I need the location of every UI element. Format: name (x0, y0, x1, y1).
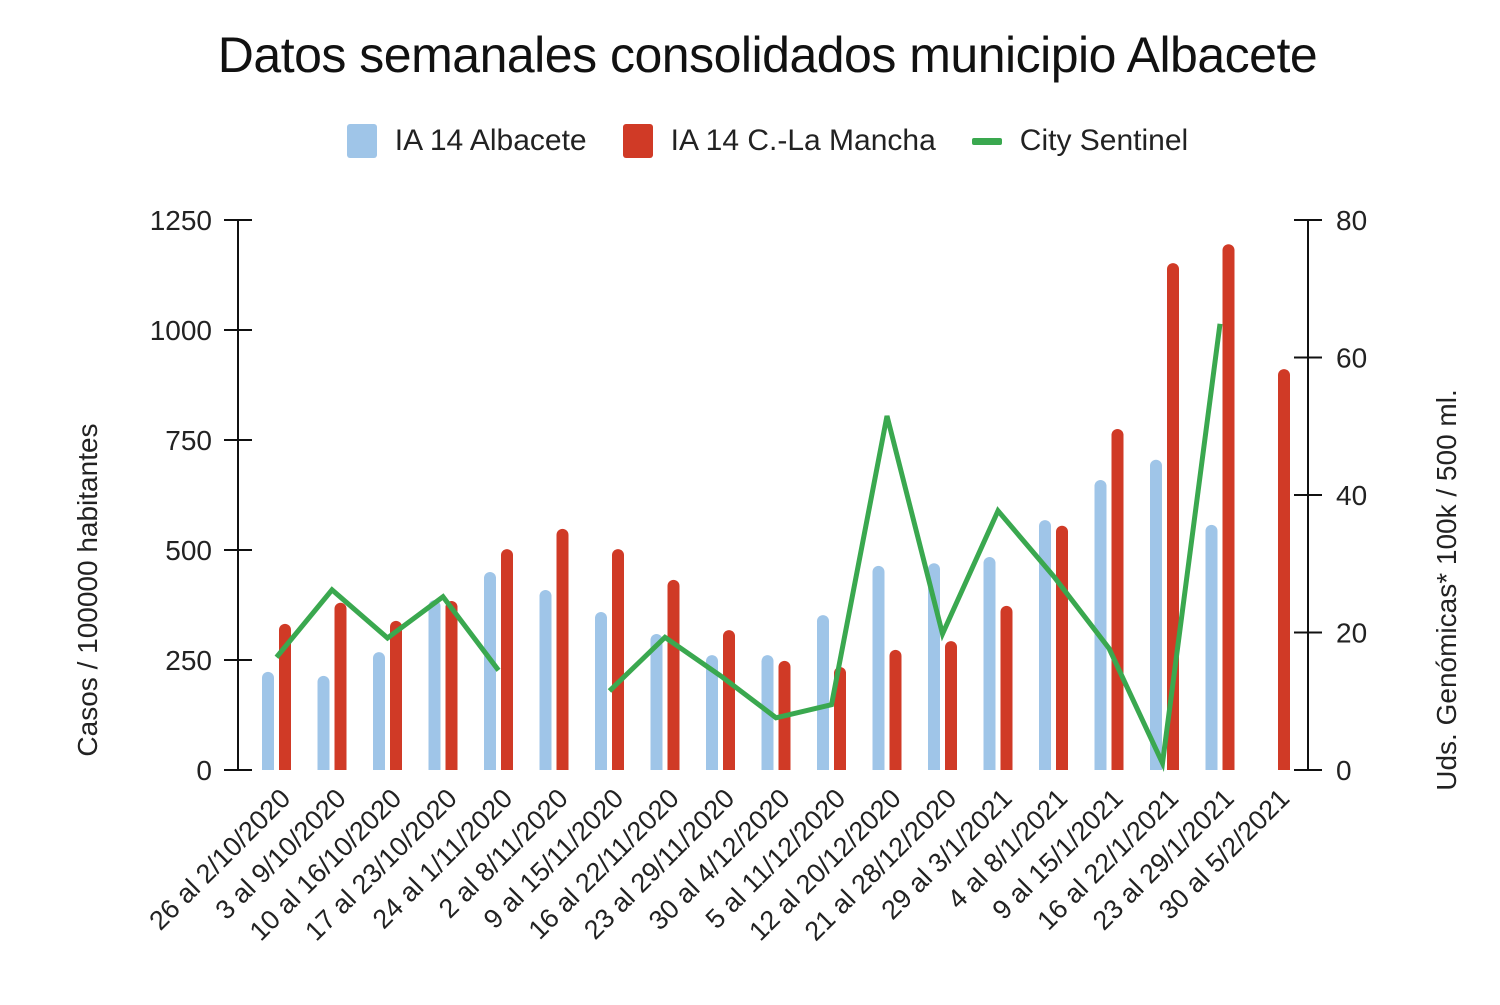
bar-base (723, 764, 735, 770)
bar-base (928, 764, 940, 770)
chart-title: Datos semanales consolidados municipio A… (217, 27, 1318, 83)
legend-swatch-green-line (971, 137, 1002, 145)
bar-base (595, 764, 607, 770)
bar-base (706, 764, 718, 770)
legend-item-ia14-clm[interactable]: IA 14 C.-La Mancha (622, 124, 936, 158)
bar-base (667, 764, 680, 770)
bar-ia14-albacete[interactable] (595, 612, 607, 770)
bar-ia14-albacete[interactable] (1039, 520, 1051, 770)
bar-base (1205, 764, 1218, 770)
y-axis-left-tick-label: 500 (165, 535, 212, 566)
legend-label: IA 14 C.-La Mancha (670, 124, 936, 157)
bar-base (1000, 764, 1013, 770)
bar-ia14-clm[interactable] (1278, 369, 1290, 770)
bar-base (778, 764, 791, 770)
bar-ia14-clm[interactable] (390, 620, 402, 770)
y-axis-left-tick-label: 1000 (150, 315, 212, 346)
bar-base (279, 764, 291, 770)
bar-ia14-clm[interactable] (723, 630, 735, 770)
bar-ia14-albacete[interactable] (872, 565, 885, 770)
bar-base (1150, 764, 1162, 770)
bar-ia14-albacete[interactable] (262, 671, 274, 770)
legend-item-city-sentinel[interactable]: City Sentinel (971, 124, 1189, 158)
bar-base (317, 764, 330, 770)
bar-base (889, 764, 902, 770)
bar-base (612, 764, 624, 770)
bar-base (484, 764, 496, 770)
y-axis-right-tick-label: 80 (1336, 205, 1367, 236)
y-axis-right-tick-label: 60 (1336, 343, 1367, 374)
y-axis-right-label: Uds. Genómicas* 100k / 500 ml. (1431, 389, 1462, 791)
line-city-sentinel[interactable] (607, 323, 1223, 772)
bar-base (872, 764, 885, 770)
bar-base (334, 764, 347, 770)
bar-base (945, 764, 957, 770)
line-city-sentinel[interactable] (274, 586, 501, 672)
bar-ia14-albacete[interactable] (373, 652, 385, 770)
bar-base (539, 764, 552, 770)
legend-swatch-light-blue (346, 124, 377, 158)
bar-base (983, 764, 996, 770)
bar-ia14-clm[interactable] (945, 641, 957, 770)
y-axis-left-tick-label: 1250 (150, 205, 212, 236)
bar-ia14-albacete[interactable] (317, 675, 330, 770)
bar-base (817, 764, 829, 770)
bar-ia14-albacete[interactable] (539, 590, 552, 770)
bar-ia14-albacete[interactable] (1150, 459, 1162, 770)
bar-base (501, 764, 513, 770)
bar-ia14-clm[interactable] (445, 601, 458, 770)
y-axis-left-tick-label: 0 (196, 755, 212, 786)
bar-ia14-clm[interactable] (1056, 525, 1068, 770)
y-axis-right-tick-label: 0 (1336, 755, 1352, 786)
bar-ia14-clm[interactable] (889, 649, 902, 770)
legend-label: IA 14 Albacete (394, 124, 587, 157)
legend-label: City Sentinel (1019, 124, 1189, 157)
bar-ia14-albacete[interactable] (484, 572, 496, 770)
bar-ia14-clm[interactable] (556, 528, 569, 770)
bar-ia14-albacete[interactable] (428, 600, 441, 770)
bar-ia14-clm[interactable] (1222, 244, 1235, 770)
bar-ia14-albacete[interactable] (1205, 524, 1218, 770)
bar-base (1111, 764, 1124, 770)
y-axis-right-tick-label: 40 (1336, 480, 1367, 511)
bar-base (761, 764, 774, 770)
bar-base (262, 764, 274, 770)
bar-ia14-clm[interactable] (667, 579, 680, 770)
bar-base (445, 764, 458, 770)
bar-ia14-clm[interactable] (501, 549, 513, 770)
bar-base (1039, 764, 1051, 770)
bar-ia14-clm[interactable] (279, 623, 291, 770)
bar-base (428, 764, 441, 770)
bar-base (373, 764, 385, 770)
bar-base (1167, 764, 1179, 770)
bar-base (390, 764, 402, 770)
bar-ia14-clm[interactable] (1000, 605, 1013, 770)
bar-base (834, 764, 846, 770)
bar-ia14-clm[interactable] (612, 549, 624, 770)
y-axis-left-label: Casos / 100000 habitantes (72, 423, 103, 757)
bar-ia14-clm[interactable] (1111, 429, 1124, 770)
bar-ia14-albacete[interactable] (706, 655, 718, 770)
bar-ia14-albacete[interactable] (1094, 480, 1107, 770)
y-axis-left-tick-label: 750 (165, 425, 212, 456)
bar-base (650, 764, 663, 770)
bar-ia14-albacete[interactable] (817, 615, 829, 770)
bar-ia14-clm[interactable] (834, 667, 846, 770)
legend-swatch-red (622, 124, 653, 158)
y-axis-right-tick-label: 20 (1336, 618, 1367, 649)
bar-ia14-clm[interactable] (334, 602, 347, 770)
legend: IA 14 Albacete IA 14 C.-La Mancha City S… (0, 124, 1500, 158)
legend-item-ia14-albacete[interactable]: IA 14 Albacete (346, 124, 587, 158)
bar-base (1222, 764, 1235, 770)
bar-base (556, 764, 569, 770)
bar-ia14-albacete[interactable] (650, 634, 663, 770)
y-axis-left-tick-label: 250 (165, 645, 212, 676)
bar-base (1278, 764, 1290, 770)
bar-ia14-albacete[interactable] (983, 557, 996, 770)
bar-base (1094, 764, 1107, 770)
bar-base (1056, 764, 1068, 770)
